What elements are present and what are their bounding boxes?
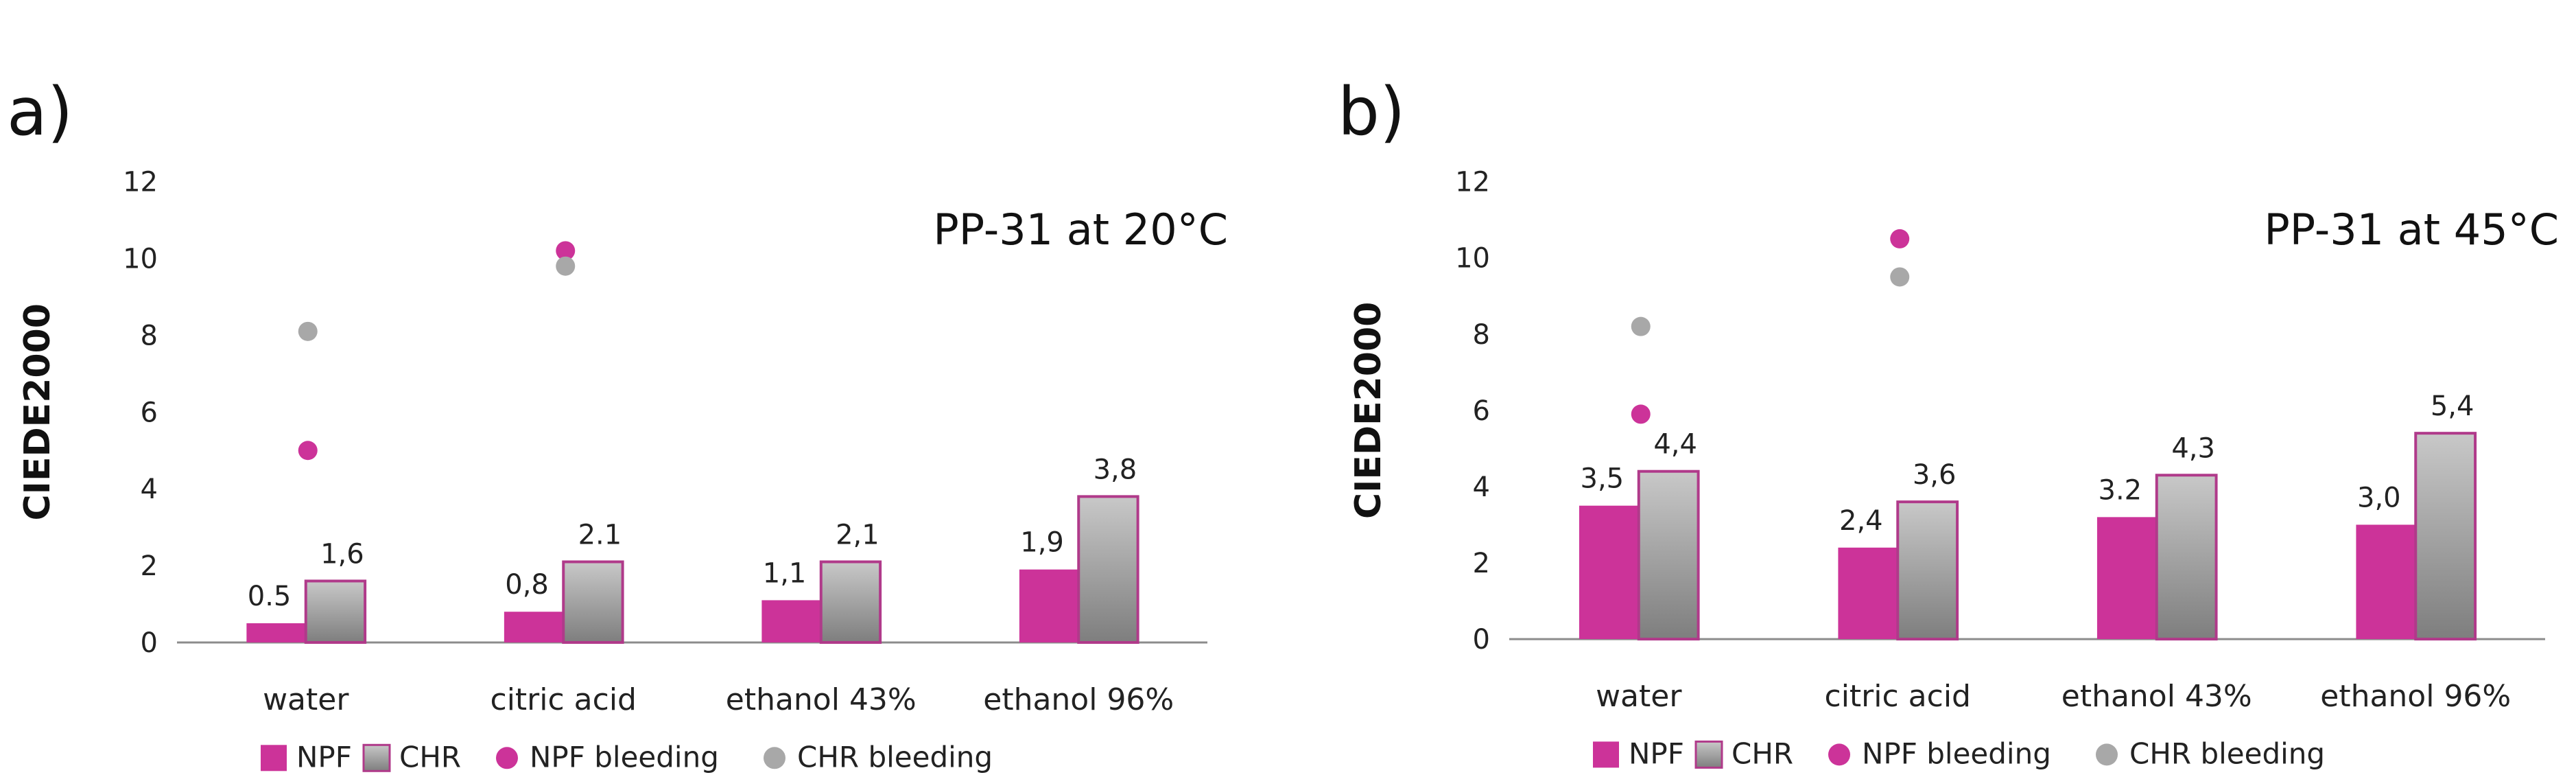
panel-letter: a) (7, 73, 73, 150)
y-tick-label: 2 (141, 550, 158, 582)
legend-swatch (362, 743, 391, 772)
legend-label: CHR (1732, 737, 1793, 770)
bar-npf (504, 612, 564, 642)
bar-chr (1896, 500, 1959, 641)
category-label: citric acid (1825, 679, 1971, 714)
bar-npf (2096, 517, 2157, 640)
y-tick-label: 6 (1473, 395, 1490, 427)
legend-marker (2096, 743, 2118, 766)
bar-chr (1077, 495, 1139, 644)
y-tick-label: 8 (141, 320, 158, 351)
data-label-chr: 3,8 (1094, 454, 1137, 485)
category-label: ethanol 96% (983, 682, 1174, 717)
y-tick-label: 12 (1455, 167, 1490, 198)
bar-npf (1019, 569, 1079, 642)
category-label: citric acid (491, 682, 637, 717)
legend-marker (1828, 743, 1850, 766)
legend-swatch (261, 745, 287, 772)
y-tick-label: 0 (141, 627, 158, 659)
legend-item: CHR (1694, 737, 1793, 770)
legend-item: CHR bleeding (2096, 737, 2325, 770)
panel-letter: b) (1338, 73, 1405, 150)
y-tick-label: 8 (1473, 319, 1490, 351)
y-tick-label: 4 (141, 474, 158, 505)
point-chr-bleeding (298, 321, 318, 341)
bar-chr (1637, 469, 1700, 641)
data-label-npf: 3,0 (2357, 482, 2401, 513)
legend-marker (496, 747, 518, 769)
legend-label: NPF bleeding (530, 740, 719, 774)
legend-swatch (1694, 740, 1723, 769)
bar-npf (246, 623, 306, 642)
legend-label: NPF (1629, 737, 1684, 770)
legend-item: NPF bleeding (1828, 737, 2051, 770)
category-label: water (1596, 679, 1682, 714)
bar-chr (2155, 474, 2218, 641)
data-label-chr: 2,1 (836, 519, 879, 550)
bar-npf (2356, 524, 2416, 640)
data-label-chr: 4,3 (2171, 432, 2215, 464)
y-tick-label: 10 (123, 244, 158, 275)
category-label: ethanol 43% (726, 682, 917, 717)
bar-chr (819, 560, 882, 644)
y-axis-label: CIEDE2000 (1348, 302, 1389, 519)
point-chr-bleeding (1890, 267, 1910, 287)
y-tick-label: 6 (141, 397, 158, 428)
y-tick-label: 12 (123, 167, 158, 198)
category-label: water (263, 682, 349, 717)
legend-swatch (1593, 741, 1619, 768)
data-label-chr: 4,4 (1653, 429, 1697, 461)
point-chr-bleeding (556, 256, 576, 276)
bar-chr (304, 579, 367, 644)
point-npf-bleeding (298, 441, 318, 461)
data-label-npf: 3,5 (1581, 463, 1624, 495)
data-label-chr: 3,6 (1913, 459, 1957, 491)
legend-item: NPF bleeding (496, 740, 719, 774)
chart-title: PP-31 at 45°C (2264, 205, 2559, 255)
data-label-npf: 0,8 (505, 569, 549, 601)
bar-npf (1838, 547, 1898, 640)
point-chr-bleeding (1631, 316, 1651, 336)
category-label: ethanol 96% (2320, 679, 2511, 714)
legend-marker (764, 747, 785, 769)
data-label-npf: 0.5 (248, 581, 292, 612)
chart-panel-a: a) PP-31 at 20°C CIEDE2000 0 2 4 6 8 10 12 0.5 1,6 w… (7, 73, 1228, 774)
data-label-chr: 5,4 (2431, 391, 2474, 422)
bar-chr (562, 560, 624, 644)
legend-label: CHR (399, 740, 461, 774)
legend-item: CHR (362, 740, 461, 774)
legend-label: NPF bleeding (1862, 737, 2051, 770)
data-label-npf: 3.2 (2099, 474, 2142, 506)
category-label: ethanol 43% (2061, 679, 2252, 714)
point-npf-bleeding (556, 241, 576, 261)
legend-item: NPF (261, 740, 352, 774)
point-npf-bleeding (1631, 404, 1651, 424)
chart-title: PP-31 at 20°C (933, 205, 1228, 255)
bar-npf (761, 600, 821, 642)
data-label-npf: 2,4 (1839, 505, 1883, 537)
y-tick-label: 4 (1473, 472, 1490, 503)
data-label-chr: 1,6 (320, 538, 364, 570)
data-label-npf: 1,9 (1020, 527, 1064, 559)
y-tick-label: 10 (1455, 243, 1490, 275)
bar-chr (2414, 432, 2477, 641)
legend-label: CHR bleeding (797, 740, 993, 774)
data-label-npf: 1,1 (763, 557, 807, 589)
y-tick-label: 2 (1473, 548, 1490, 579)
legend-item: CHR bleeding (764, 740, 993, 774)
point-npf-bleeding (1890, 229, 1910, 248)
y-tick-label: 0 (1473, 624, 1490, 656)
legend-label: NPF (296, 740, 352, 774)
legend-label: CHR bleeding (2129, 737, 2325, 770)
legend-item: NPF (1593, 737, 1684, 770)
data-label-chr: 2.1 (578, 519, 622, 550)
bar-npf (1579, 505, 1639, 640)
y-axis-label: CIEDE2000 (17, 303, 58, 520)
chart-panel-b: b) PP-31 at 45°C CIEDE2000 0 2 4 6 8 10 12 3,5 4,4 w… (1338, 73, 2559, 770)
